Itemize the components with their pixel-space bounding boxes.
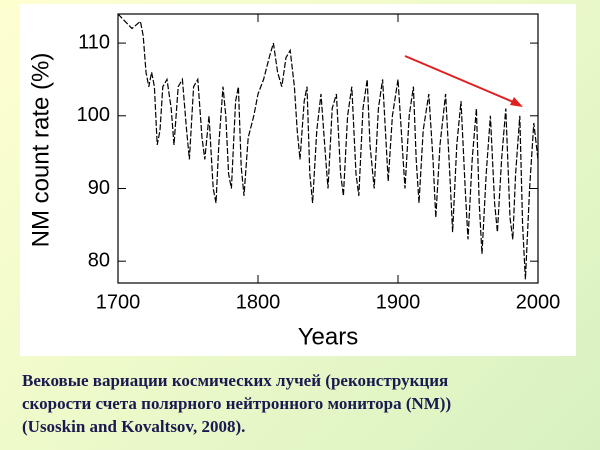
x-tick-label: 1900: [376, 291, 421, 313]
x-tick-label: 2000: [516, 291, 561, 313]
x-axis-label: Years: [298, 323, 359, 350]
y-tick-label: 80: [88, 249, 110, 271]
arrow-head: [510, 97, 523, 107]
chart-panel: [20, 4, 576, 356]
caption: Вековые вариации космических лучей (реко…: [22, 371, 451, 436]
y-tick-label: 110: [78, 31, 110, 53]
y-tick-label: 90: [88, 177, 110, 199]
trend-arrow: [404, 55, 519, 105]
x-tick-label: 1700: [96, 291, 141, 313]
data-line: [117, 13, 539, 280]
caption-line: скорости счета полярного нейтронного мон…: [22, 394, 451, 413]
plot-frame: [117, 13, 539, 284]
caption-line: Вековые вариации космических лучей (реко…: [22, 371, 448, 390]
x-tick-label: 1800: [236, 291, 281, 313]
y-axis-label: NM count rate (%): [27, 53, 54, 248]
caption-line: (Usoskin and Kovaltsov, 2008).: [22, 417, 245, 436]
y-tick-label: 100: [77, 104, 110, 126]
